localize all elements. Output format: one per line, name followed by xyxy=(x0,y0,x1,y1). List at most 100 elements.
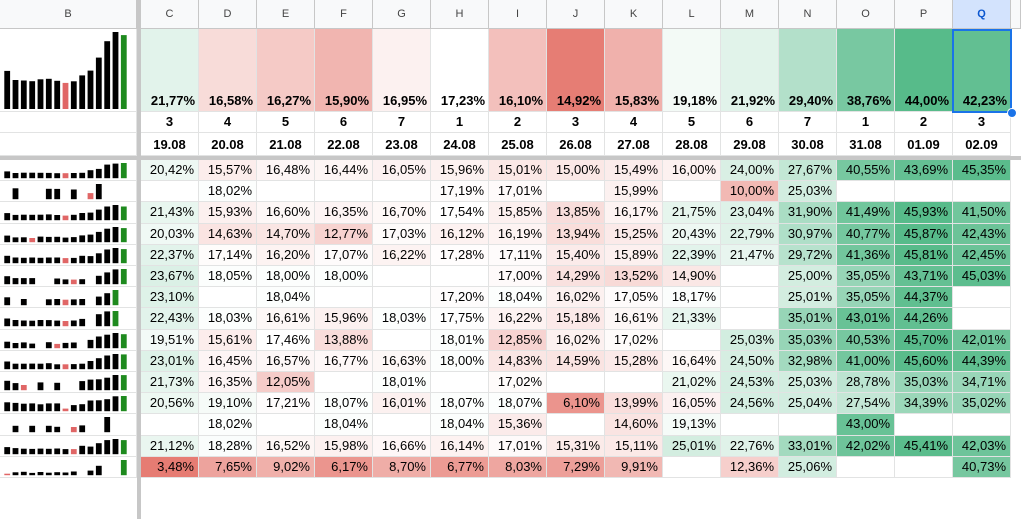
data-cell[interactable]: 18,01% xyxy=(431,329,489,351)
data-cell[interactable]: 16,61% xyxy=(257,308,315,330)
data-cell[interactable]: 35,05% xyxy=(837,266,895,288)
data-cell[interactable]: 15,36% xyxy=(489,414,547,436)
data-cell[interactable]: 18,02% xyxy=(199,414,257,436)
data-cell[interactable]: 45,03% xyxy=(953,266,1011,288)
data-cell[interactable]: 18,00% xyxy=(315,266,373,288)
summary-total-cell[interactable]: 21,77% xyxy=(141,29,199,112)
data-cell[interactable] xyxy=(721,414,779,436)
data-cell[interactable]: 24,56% xyxy=(721,393,779,415)
data-cell[interactable] xyxy=(837,456,895,478)
data-cell[interactable]: 45,41% xyxy=(895,435,953,457)
data-cell[interactable]: 15,96% xyxy=(315,308,373,330)
data-cell[interactable]: 43,00% xyxy=(837,414,895,436)
data-cell[interactable]: 16,60% xyxy=(257,202,315,224)
date-cell[interactable]: 30.08 xyxy=(779,133,837,156)
data-cell[interactable]: 17,21% xyxy=(257,393,315,415)
data-cell[interactable]: 15,11% xyxy=(605,435,663,457)
data-cell[interactable]: 40,77% xyxy=(837,223,895,245)
data-cell[interactable]: 35,01% xyxy=(779,308,837,330)
data-cell[interactable]: 12,77% xyxy=(315,223,373,245)
data-cell[interactable]: 9,02% xyxy=(257,456,315,478)
data-cell[interactable]: 16,17% xyxy=(605,202,663,224)
data-cell[interactable]: 16,02% xyxy=(547,287,605,309)
date-cell[interactable]: 27.08 xyxy=(605,133,663,156)
data-cell[interactable]: 33,01% xyxy=(779,435,837,457)
data-cell[interactable]: 13,52% xyxy=(605,266,663,288)
data-cell[interactable]: 18,07% xyxy=(315,393,373,415)
weekday-cell[interactable]: 3 xyxy=(953,112,1011,133)
data-cell[interactable]: 17,46% xyxy=(257,329,315,351)
data-cell[interactable]: 15,85% xyxy=(489,202,547,224)
data-cell[interactable]: 18,05% xyxy=(199,266,257,288)
data-cell[interactable]: 44,26% xyxy=(895,308,953,330)
column-header-k[interactable]: K xyxy=(605,0,663,29)
data-cell[interactable] xyxy=(315,287,373,309)
weekday-cell[interactable]: 6 xyxy=(315,112,373,133)
data-cell[interactable]: 15,99% xyxy=(605,181,663,203)
data-cell[interactable]: 15,31% xyxy=(547,435,605,457)
data-cell[interactable] xyxy=(315,181,373,203)
data-cell[interactable]: 6,10% xyxy=(547,393,605,415)
data-cell[interactable] xyxy=(721,308,779,330)
data-cell[interactable]: 23,04% xyxy=(721,202,779,224)
data-cell[interactable]: 16,45% xyxy=(199,350,257,372)
weekday-cell[interactable]: 7 xyxy=(779,112,837,133)
data-cell[interactable]: 16,35% xyxy=(315,202,373,224)
data-cell[interactable]: 16,19% xyxy=(489,223,547,245)
column-header-q[interactable]: Q xyxy=(953,0,1011,29)
data-cell[interactable]: 15,61% xyxy=(199,329,257,351)
data-cell[interactable] xyxy=(373,181,431,203)
data-cell[interactable]: 13,94% xyxy=(547,223,605,245)
data-cell[interactable]: 17,00% xyxy=(489,266,547,288)
data-cell[interactable]: 17,20% xyxy=(431,287,489,309)
data-cell[interactable]: 17,54% xyxy=(431,202,489,224)
data-cell[interactable] xyxy=(663,456,721,478)
data-cell[interactable] xyxy=(547,414,605,436)
data-cell[interactable]: 42,02% xyxy=(837,435,895,457)
data-cell[interactable] xyxy=(547,372,605,394)
date-cell[interactable]: 01.09 xyxy=(895,133,953,156)
data-cell[interactable] xyxy=(315,372,373,394)
data-cell[interactable]: 7,29% xyxy=(547,456,605,478)
data-cell[interactable]: 23,10% xyxy=(141,287,199,309)
column-header-j[interactable]: J xyxy=(547,0,605,29)
weekday-cell[interactable]: 5 xyxy=(257,112,315,133)
data-cell[interactable]: 16,35% xyxy=(199,372,257,394)
date-cell[interactable]: 23.08 xyxy=(373,133,431,156)
summary-total-cell[interactable]: 16,58% xyxy=(199,29,257,112)
data-cell[interactable]: 25,03% xyxy=(779,372,837,394)
column-header-m[interactable]: M xyxy=(721,0,779,29)
summary-total-cell[interactable]: 16,95% xyxy=(373,29,431,112)
data-cell[interactable] xyxy=(199,287,257,309)
data-cell[interactable]: 41,49% xyxy=(837,202,895,224)
data-cell[interactable]: 40,73% xyxy=(953,456,1011,478)
data-cell[interactable]: 45,87% xyxy=(895,223,953,245)
data-cell[interactable]: 18,01% xyxy=(373,372,431,394)
data-cell[interactable]: 22,76% xyxy=(721,435,779,457)
data-cell[interactable]: 21,47% xyxy=(721,244,779,266)
date-cell[interactable]: 26.08 xyxy=(547,133,605,156)
data-cell[interactable]: 41,36% xyxy=(837,244,895,266)
frozen-row-divider[interactable] xyxy=(0,156,1021,160)
summary-total-cell[interactable]: 16,27% xyxy=(257,29,315,112)
data-cell[interactable]: 13,88% xyxy=(315,329,373,351)
data-cell[interactable]: 17,28% xyxy=(431,244,489,266)
date-cell[interactable]: 20.08 xyxy=(199,133,257,156)
data-cell[interactable] xyxy=(721,266,779,288)
data-cell[interactable]: 16,61% xyxy=(605,308,663,330)
data-cell[interactable] xyxy=(837,181,895,203)
data-cell[interactable]: 21,75% xyxy=(663,202,721,224)
data-cell[interactable]: 25,01% xyxy=(779,287,837,309)
data-cell[interactable]: 40,55% xyxy=(837,160,895,182)
data-cell[interactable]: 24,00% xyxy=(721,160,779,182)
data-cell[interactable]: 17,02% xyxy=(489,372,547,394)
data-cell[interactable]: 18,17% xyxy=(663,287,721,309)
data-cell[interactable]: 14,83% xyxy=(489,350,547,372)
column-header-overflow[interactable] xyxy=(1011,0,1021,29)
data-cell[interactable]: 20,03% xyxy=(141,223,199,245)
data-cell[interactable]: 16,48% xyxy=(257,160,315,182)
date-cell[interactable]: 24.08 xyxy=(431,133,489,156)
column-header-f[interactable]: F xyxy=(315,0,373,29)
data-cell[interactable]: 17,05% xyxy=(605,287,663,309)
